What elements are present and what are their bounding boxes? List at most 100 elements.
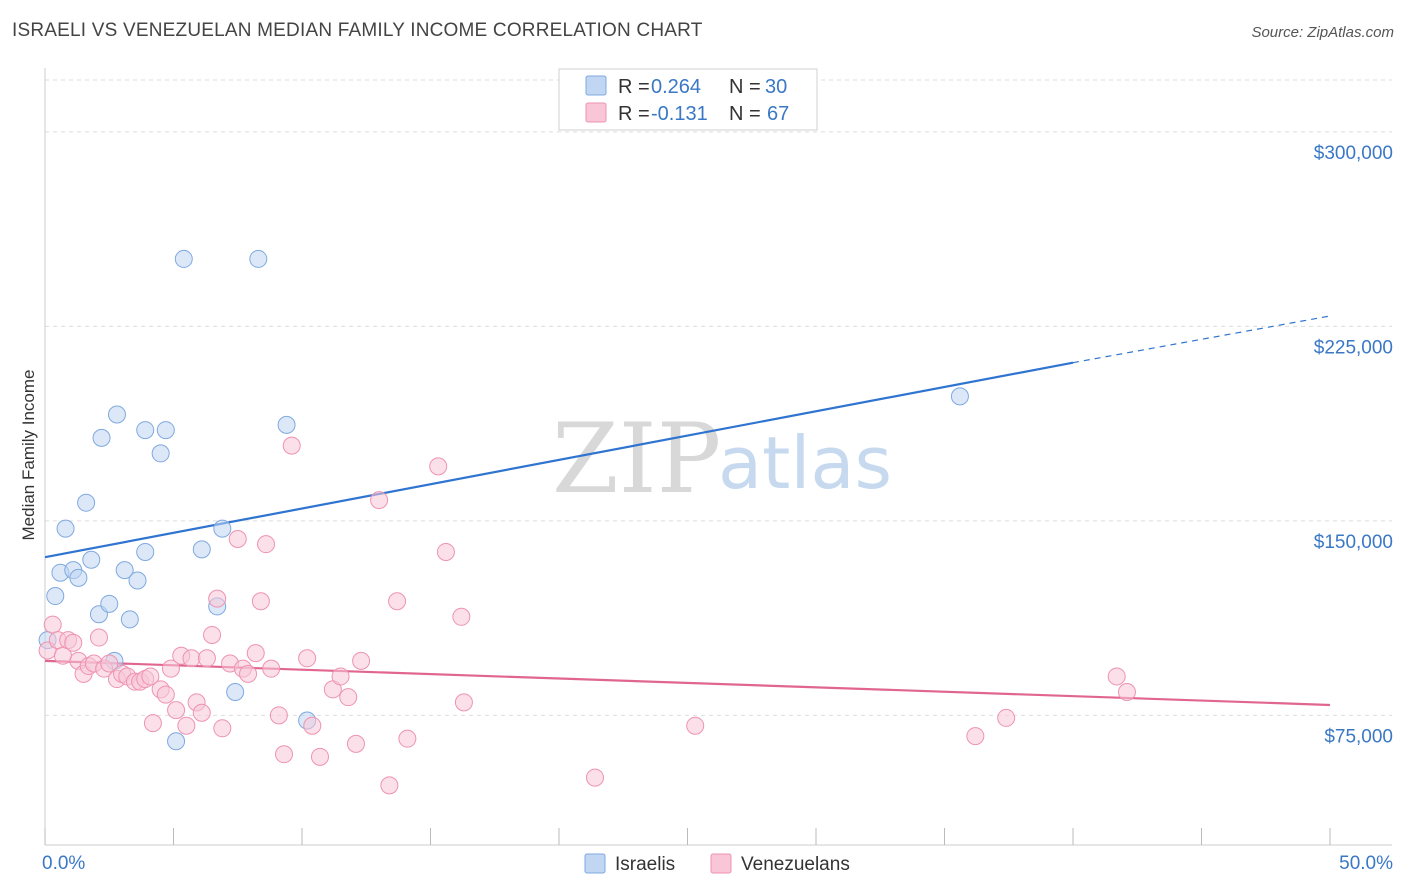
- point-venezuelans: [346, 734, 365, 753]
- x-tick-label-max: 50.0%: [1339, 853, 1393, 874]
- point-israelis: [128, 571, 147, 590]
- legend-r-value-venezuelans: -0.131: [651, 103, 708, 125]
- point-israelis: [156, 421, 175, 440]
- watermark-zip: ZIP: [552, 403, 721, 515]
- point-venezuelans: [228, 530, 247, 548]
- point-israelis: [167, 732, 186, 751]
- point-israelis: [115, 561, 134, 580]
- legend-swatch-venezuelans: [585, 102, 607, 123]
- point-israelis: [82, 550, 101, 569]
- bottom-legend-swatch-venezuelans: [710, 853, 732, 874]
- point-venezuelans: [997, 708, 1016, 727]
- point-venezuelans: [203, 625, 222, 644]
- point-venezuelans: [251, 592, 270, 611]
- point-israelis: [77, 493, 96, 512]
- point-venezuelans: [1117, 683, 1136, 701]
- point-israelis: [107, 405, 126, 424]
- gridlines: [45, 79, 1392, 716]
- point-venezuelans: [303, 716, 322, 735]
- y-tick-label: $225,000: [1314, 337, 1393, 358]
- point-venezuelans: [352, 651, 371, 670]
- point-venezuelans: [161, 659, 180, 678]
- point-venezuelans: [429, 457, 448, 476]
- point-venezuelans: [197, 649, 216, 668]
- point-venezuelans: [100, 654, 119, 673]
- point-venezuelans: [1107, 667, 1126, 686]
- trend-line-israelis: [44, 361, 1074, 559]
- point-venezuelans: [275, 745, 294, 764]
- legend-r-label-israelis: R =: [618, 76, 650, 98]
- trend-line-israelis-extension: [1072, 315, 1331, 364]
- point-venezuelans: [331, 667, 350, 686]
- y-tick-labels: $75,000 $150,000 $225,000 $300,000: [1314, 143, 1393, 747]
- point-israelis: [46, 587, 65, 606]
- legend-n-value-israelis: 30: [765, 76, 787, 98]
- y-tick-label: $75,000: [1324, 726, 1393, 747]
- point-venezuelans: [966, 727, 985, 746]
- point-venezuelans: [141, 667, 160, 686]
- point-israelis: [136, 542, 155, 561]
- legend-r-label-venezuelans: R =: [618, 103, 650, 125]
- point-venezuelans: [143, 714, 162, 733]
- point-venezuelans: [213, 719, 232, 738]
- point-venezuelans: [156, 685, 175, 704]
- stats-legend: R = 0.264 N = 30 R = -0.131 N = 67: [558, 68, 818, 131]
- point-israelis: [950, 387, 969, 406]
- point-israelis: [136, 421, 155, 440]
- point-venezuelans: [282, 436, 301, 455]
- point-israelis: [226, 683, 245, 701]
- point-israelis: [151, 444, 170, 463]
- point-israelis: [100, 594, 119, 613]
- point-venezuelans: [398, 729, 417, 748]
- point-venezuelans: [339, 688, 358, 707]
- point-israelis: [249, 249, 268, 268]
- source-label: Source: ZipAtlas.com: [1251, 24, 1394, 41]
- point-venezuelans: [310, 747, 329, 766]
- legend-swatch-israelis: [585, 75, 607, 96]
- point-venezuelans: [239, 664, 258, 683]
- bottom-legend-swatch-israelis: [584, 853, 606, 874]
- point-venezuelans: [262, 659, 281, 678]
- point-israelis: [174, 249, 193, 268]
- point-venezuelans: [89, 628, 108, 647]
- y-axis-label: Median Family Income: [19, 369, 38, 540]
- point-venezuelans: [380, 776, 399, 795]
- point-israelis: [92, 428, 111, 447]
- point-venezuelans: [436, 542, 455, 561]
- point-israelis: [120, 610, 139, 629]
- point-venezuelans: [370, 491, 389, 510]
- watermark: ZIP atlas: [552, 403, 892, 515]
- bottom-legend-label-venezuelans: Venezuelans: [741, 854, 850, 875]
- y-tick-label: $150,000: [1314, 532, 1393, 553]
- legend-r-value-israelis: 0.264: [651, 76, 701, 98]
- legend-n-value-venezuelans: 67: [767, 103, 789, 125]
- point-israelis: [213, 519, 232, 538]
- scatter-points: [38, 249, 1136, 795]
- point-israelis: [192, 540, 211, 559]
- watermark-atlas: atlas: [718, 421, 892, 505]
- point-venezuelans: [182, 649, 201, 668]
- point-israelis: [69, 568, 88, 587]
- point-venezuelans: [167, 701, 186, 720]
- trend-line-venezuelans: [44, 659, 1331, 707]
- point-venezuelans: [246, 644, 265, 663]
- bottom-legend-label-israelis: Israelis: [615, 854, 675, 875]
- bottom-legend: Israelis Venezuelans: [584, 853, 850, 875]
- y-tick-label: $300,000: [1314, 143, 1393, 164]
- point-venezuelans: [454, 693, 473, 712]
- point-venezuelans: [388, 592, 407, 611]
- point-venezuelans: [192, 703, 211, 722]
- axes: [44, 68, 1392, 846]
- point-israelis: [56, 519, 75, 538]
- point-venezuelans: [686, 716, 705, 735]
- point-venezuelans: [269, 706, 288, 725]
- point-israelis: [277, 415, 296, 434]
- point-venezuelans: [257, 535, 276, 554]
- point-venezuelans: [208, 589, 227, 608]
- point-venezuelans: [298, 649, 317, 668]
- point-venezuelans: [43, 615, 62, 634]
- point-venezuelans: [177, 716, 196, 735]
- point-venezuelans: [585, 768, 604, 787]
- x-tick-label-min: 0.0%: [42, 853, 85, 874]
